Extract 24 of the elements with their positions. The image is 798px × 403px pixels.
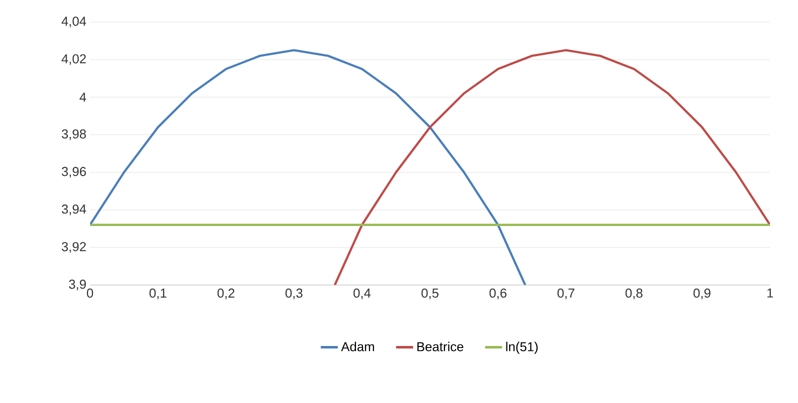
y-tick-label: 3,96	[62, 166, 86, 178]
y-tick-label: 4	[80, 92, 86, 102]
y-tick-label: 3,94	[62, 204, 86, 216]
x-tick-label: 0,8	[626, 288, 642, 300]
y-tick-label: 4,04	[62, 16, 86, 28]
x-tick-label: 0,1	[150, 288, 166, 300]
y-tick-label: 3,98	[62, 129, 86, 140]
x-tick-label: 0,3	[286, 288, 302, 300]
legend-label: Adam	[341, 342, 374, 352]
x-tick-label: 0,9	[694, 288, 710, 300]
x-tick-label: 1	[767, 288, 773, 298]
x-tick-label: 0,5	[422, 288, 438, 300]
y-tick-label: 3,92	[62, 242, 86, 253]
x-tick-label: 0,2	[218, 288, 234, 300]
legend-label: Beatrice	[417, 342, 464, 352]
y-tick-label: 3,9	[68, 280, 86, 290]
x-tick-label: 0,6	[490, 288, 506, 300]
line-series	[334, 49, 770, 285]
x-tick-label: 0,7	[558, 288, 574, 300]
line-series	[90, 49, 526, 285]
x-tick-label: 0	[86, 288, 94, 298]
y-tick-label: 4,02	[62, 54, 86, 65]
x-tick-label: 0,4	[354, 288, 371, 300]
legend-label: ln(51)	[506, 342, 538, 354]
